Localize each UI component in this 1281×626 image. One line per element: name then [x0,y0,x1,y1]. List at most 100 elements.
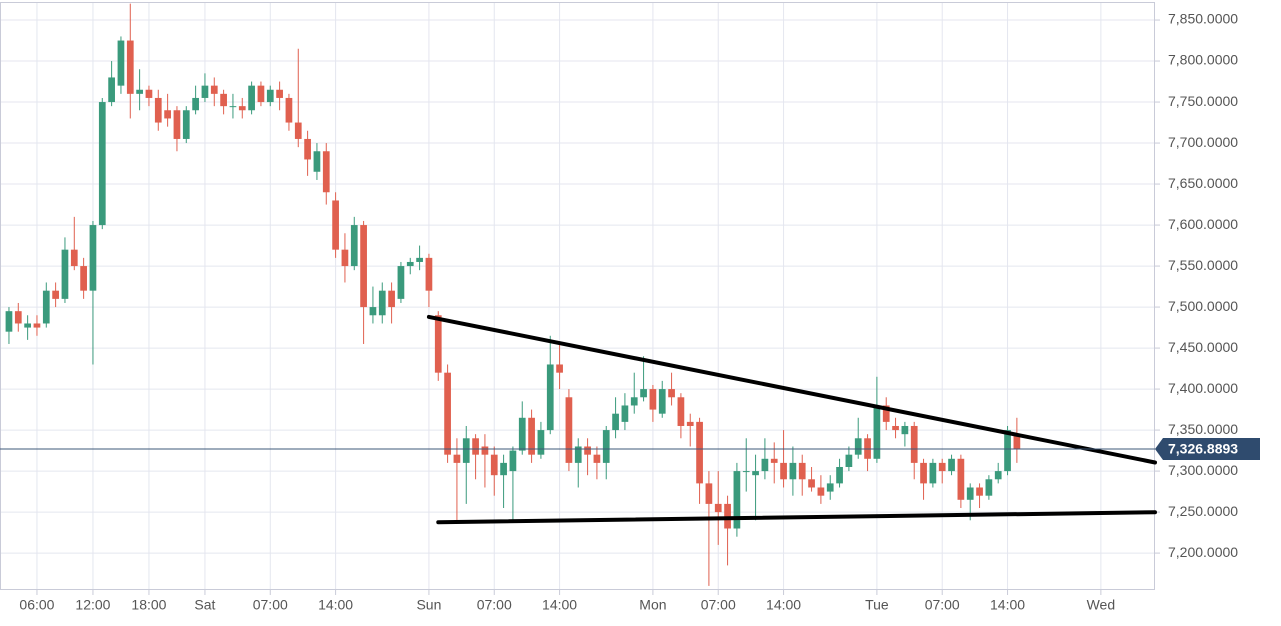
candle-body [686,421,694,426]
candle-body [24,323,31,328]
candle-body [220,93,227,107]
candle-body [705,483,713,504]
candle-body [108,77,115,103]
candle-body [500,462,507,476]
candle-body [210,85,218,94]
candle-body [518,417,526,451]
candle-body [994,471,1002,480]
candle-body [406,261,414,267]
y-tick-label: 7,550.0000 [1168,257,1238,273]
candle-body [360,225,367,308]
candle-body [294,122,302,139]
grid: 7,200.0000 7,250.0000 7,300.0000 7,350.0000… [0,2,1238,613]
candle-body [668,389,675,398]
candle-body [789,462,797,480]
candle-body [126,40,134,94]
candle-body [61,249,69,299]
candle-body [798,462,806,480]
candle-body [388,290,395,308]
x-tick-label: 14:00 [318,597,353,613]
candle-body [836,466,843,484]
candle-body [621,405,629,422]
candle-body [229,106,237,108]
candle-body [248,85,255,111]
candle-body [537,430,545,455]
y-tick-label: 7,250.0000 [1168,503,1238,519]
y-tick-label: 7,800.0000 [1168,52,1238,68]
candle-body [192,97,199,111]
candle-body [462,438,470,463]
candle-body [70,249,78,267]
candle-body [752,471,759,476]
candle-body [574,446,582,463]
candle-body [201,85,209,98]
y-tick-label: 7,200.0000 [1168,544,1238,560]
candle-body [976,487,983,496]
candle-body [89,225,97,291]
x-tick-label: Mon [639,597,666,613]
candle-body [985,479,993,496]
x-tick-label: 14:00 [990,597,1025,613]
candle-body [444,372,451,455]
candle-body [490,454,498,476]
candle-body [742,471,750,473]
candle-body [14,311,22,324]
y-tick-label: 7,750.0000 [1168,93,1238,109]
last-price-label: 7,326.8893 [1168,441,1238,457]
candle-body [714,503,722,513]
candle-body [920,462,927,484]
y-tick-label: 7,850.0000 [1168,11,1238,27]
y-tick-label: 7,600.0000 [1168,216,1238,232]
candle-body [5,311,13,332]
candle-body [761,458,769,472]
y-tick-label: 7,300.0000 [1168,462,1238,478]
candle-body [369,307,377,316]
x-tick-label: 14:00 [542,597,577,613]
candle-body [929,462,937,484]
candle-body [948,458,955,472]
candle-body [780,462,787,480]
overlays: 7,326.8893 [0,314,1260,525]
x-tick-label: Wed [1087,597,1116,613]
candle-body [117,40,125,86]
candle-body [677,397,685,426]
trendline [436,510,1157,525]
y-tick-label: 7,450.0000 [1168,339,1238,355]
candle-body [416,257,423,262]
candle-body [770,458,778,463]
y-tick-label: 7,500.0000 [1168,298,1238,314]
candle-body [808,479,815,488]
x-tick-label: 14:00 [766,597,801,613]
candle-body [52,290,59,299]
candle-body [864,438,871,459]
candle-body [733,471,741,529]
candle-body [136,89,143,94]
candle-body [238,106,246,111]
candle-body [397,266,405,299]
candle-body [378,290,386,316]
candle-body [854,438,862,455]
x-tick-label: Sun [416,597,441,613]
candle-body [649,389,657,410]
candle-body [584,446,591,455]
x-tick-label: 07:00 [925,597,960,613]
candle-body [696,421,703,484]
candle-body [80,266,87,291]
x-tick-label: 12:00 [75,597,110,613]
candle-body [98,102,106,226]
x-tick-label: Sat [194,597,215,613]
x-tick-label: 07:00 [477,597,512,613]
candle-body [304,138,311,160]
x-tick-label: 06:00 [19,597,54,613]
candle-body [938,462,946,472]
candle-body [145,89,153,98]
candle-body [565,397,573,463]
x-tick-label: 18:00 [131,597,166,613]
x-tick-label: 07:00 [253,597,288,613]
candle-body [546,364,554,431]
candle-body [434,315,442,373]
candle-body [33,323,41,328]
trendline [426,314,1157,465]
candle-body [313,151,321,172]
candle-body [882,405,890,422]
